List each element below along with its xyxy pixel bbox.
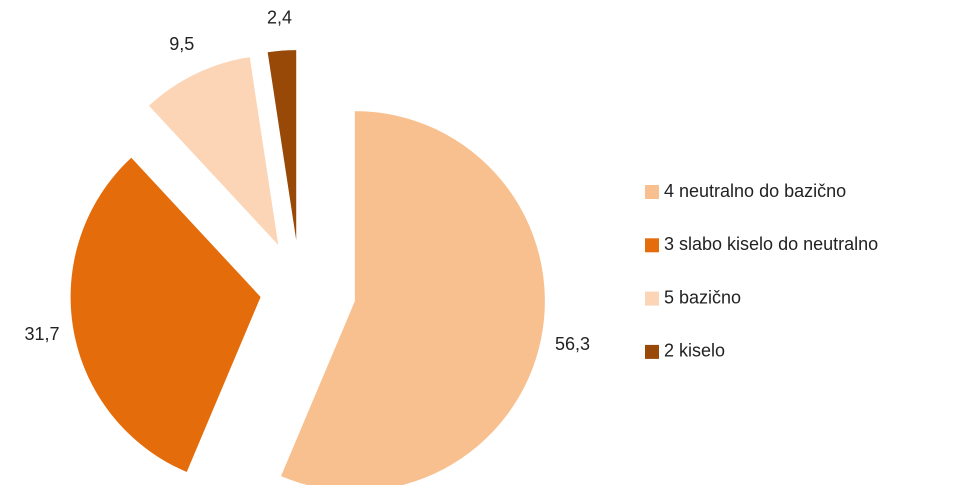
legend-label: 2 kiselo [664,341,725,361]
legend-swatch [645,291,659,306]
legend-swatch [645,344,659,359]
data-label: 2,4 [267,8,292,28]
pie-slice [148,57,279,245]
data-label: 9,5 [169,34,194,54]
data-label: 56,3 [555,334,590,354]
legend-swatch [645,238,659,253]
pie-slice [70,157,261,472]
legend-label: 5 bazično [664,287,741,307]
pie-slice [281,111,545,485]
legend-label: 4 neutralno do bazično [664,181,846,201]
legend-swatch [645,185,659,199]
pie-slice [267,50,297,241]
data-label: 31,7 [24,324,59,344]
legend-label: 3 slabo kiselo do neutralno [664,234,878,254]
